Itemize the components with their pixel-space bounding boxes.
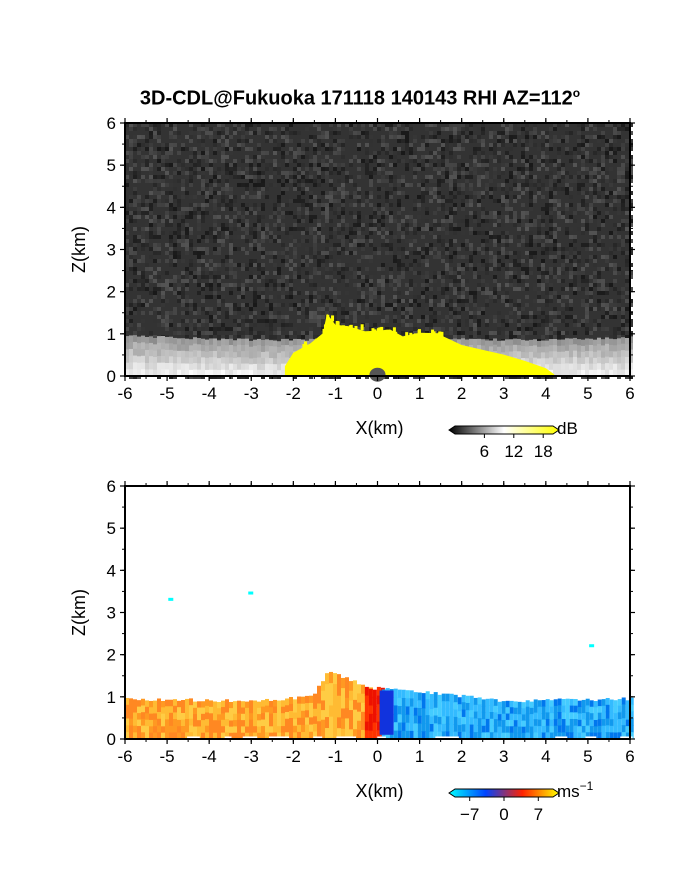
y-tick-label: 1: [107, 688, 116, 707]
colorbar-tick-label: 0: [499, 805, 508, 824]
x-tick-label: 5: [583, 384, 592, 403]
x-axis: -6 -5 -4 -3 -2 -1 0 1 2 3 4 5 6: [117, 481, 635, 766]
y-tick-label: 0: [107, 730, 116, 749]
ground-clutter: [369, 367, 386, 382]
x-tick-label: 1: [415, 747, 424, 766]
x-tick-label: -4: [202, 747, 217, 766]
colorbar-tick-label: −7: [460, 805, 479, 824]
figure-title: 3D-CDL@Fukuoka 171118 140143 RHI AZ=112o: [139, 86, 581, 110]
y-axis: 0 1 2 3 4 5 6: [107, 477, 635, 749]
x-tick-label: 3: [499, 747, 508, 766]
colorbar-tick-label: 12: [504, 442, 523, 461]
y-tick-label: 1: [107, 325, 116, 344]
x-tick-label: 0: [373, 747, 382, 766]
y-axis: 0 1 2 3 4 5 6: [107, 114, 635, 386]
x-tick-label: -2: [286, 384, 301, 403]
x-tick-label: 2: [457, 384, 466, 403]
y-tick-label: 4: [107, 198, 116, 217]
y-tick-label: 5: [107, 519, 116, 538]
colorbar-tick-label: 6: [480, 442, 489, 461]
y-tick-label: 5: [107, 156, 116, 175]
y-axis-label: Z(km): [69, 226, 89, 273]
colorbar-tick-label: 7: [534, 805, 543, 824]
x-tick-label: 6: [625, 747, 634, 766]
colorbar-tick-label: 18: [534, 442, 553, 461]
x-tick-label: -5: [160, 384, 175, 403]
inbound-core: [379, 690, 394, 735]
x-tick-label: 5: [583, 747, 592, 766]
x-tick-label: 6: [625, 384, 634, 403]
x-tick-label: -3: [244, 747, 259, 766]
y-tick-label: 4: [107, 561, 116, 580]
velocity-field: [125, 671, 634, 740]
x-tick-label: 1: [415, 384, 424, 403]
isolated-pixel-1: [248, 591, 254, 595]
colorbar-scale: [448, 425, 560, 435]
colorbar: −7 0 7 ms−1: [448, 779, 594, 824]
isolated-pixel-2: [589, 644, 595, 648]
x-tick-label: 4: [541, 384, 550, 403]
x-tick-label: -3: [244, 384, 259, 403]
y-tick-label: 6: [107, 114, 116, 133]
y-axis-label: Z(km): [69, 589, 89, 636]
colorbar-unit: dB: [557, 419, 578, 438]
x-tick-label: -1: [328, 747, 343, 766]
y-tick-label: 3: [107, 241, 116, 260]
x-tick-label: -6: [117, 384, 132, 403]
x-tick-label: -4: [202, 384, 217, 403]
x-tick-label: -1: [328, 384, 343, 403]
x-axis: -6 -5 -4 -3 -2 -1 0 1 2 3 4 5 6: [117, 118, 635, 403]
x-tick-label: 0: [373, 384, 382, 403]
plot-area: [125, 123, 633, 382]
y-tick-label: 2: [107, 646, 116, 665]
x-tick-label: 4: [541, 747, 550, 766]
isolated-pixel-0: [168, 597, 174, 601]
y-tick-label: 3: [107, 604, 116, 623]
x-tick-label: -5: [160, 747, 175, 766]
panel-radial_velocity: -6 -5 -4 -3 -2 -1 0 1 2 3 4 5 6 0 1 2 3 4 5 6 X(km) Z(km) −7 0 7…: [69, 477, 635, 824]
colorbar-scale: [448, 788, 560, 798]
x-tick-label: -2: [286, 747, 301, 766]
x-tick-label: 3: [499, 384, 508, 403]
y-tick-label: 2: [107, 283, 116, 302]
x-axis-label: X(km): [356, 781, 404, 801]
x-axis-label: X(km): [356, 418, 404, 438]
colorbar-unit: ms−1: [557, 779, 594, 801]
y-tick-label: 6: [107, 477, 116, 496]
x-tick-label: -6: [117, 747, 132, 766]
x-tick-label: 2: [457, 747, 466, 766]
plot-area: [125, 486, 634, 742]
y-tick-label: 0: [107, 367, 116, 386]
